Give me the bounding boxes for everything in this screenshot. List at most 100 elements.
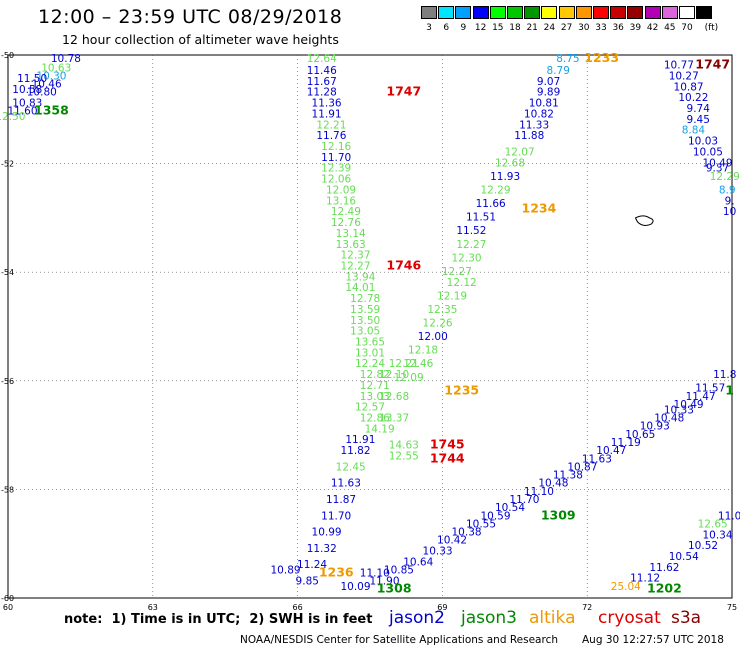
wave-height-reading: 12.06 [321, 174, 351, 186]
pass-time-label: 1308 [377, 581, 412, 596]
wave-height-reading: 12.30 [452, 252, 482, 264]
x-tick-label: 66 [293, 603, 303, 612]
pass-time-label: 1235 [444, 382, 479, 397]
wave-height-reading: 9.89 [537, 87, 560, 99]
pass-time-label: 1234 [522, 200, 557, 215]
legend-swatch-top [696, 6, 713, 19]
wave-height-reading: 12.09 [326, 184, 356, 196]
wave-height-reading: 10.82 [524, 108, 554, 120]
wave-height-reading: 11.47 [686, 391, 716, 403]
satellite-jason2: jason2 [389, 608, 445, 628]
legend-label: 21 [526, 23, 538, 33]
wave-height-reading: 11.51 [466, 212, 496, 224]
wave-height-reading: 12.82 [360, 369, 390, 381]
footer-note: note: 1) Time is in UTC; 2) SWH is in fe… [64, 612, 373, 627]
wave-height-reading: 12.68 [495, 157, 525, 169]
pass-time-label: 1233 [584, 50, 619, 65]
x-tick-label: 72 [582, 603, 592, 612]
x-tick-label: 60 [3, 603, 13, 612]
legend-swatch-70 [679, 6, 695, 19]
wave-height-reading: 9.07 [537, 76, 560, 88]
legend-label: 39 [629, 23, 642, 33]
legend-swatch-39 [627, 6, 644, 19]
wave-height-reading: 13.50 [350, 315, 380, 327]
wave-height-reading: 12.68 [379, 391, 409, 403]
wave-height-reading: 12.07 [505, 146, 535, 158]
wave-height-reading: 11.63 [331, 478, 361, 490]
wave-height-reading: 11.87 [326, 494, 356, 506]
wave-height-reading: 10.33 [664, 404, 694, 416]
wave-height-reading: 10.48 [654, 413, 684, 425]
y-tick-label: -54 [1, 268, 14, 277]
wave-height-reading: 11.91 [345, 434, 375, 446]
wave-height-reading: 9.37 [706, 163, 729, 175]
wave-height-reading: 10.22 [678, 92, 708, 104]
legend-label: 3 [426, 23, 432, 33]
wave-height-reading: 10.54 [669, 551, 699, 563]
wave-height-reading: 10.38 [452, 527, 482, 539]
wave-height-reading: 10.59 [480, 510, 510, 522]
legend-swatch-27 [558, 6, 575, 19]
wave-height-reading: 12.24 [355, 358, 385, 370]
wave-height-reading: 10.33 [423, 546, 453, 558]
legend-label: 27 [560, 23, 573, 33]
wave-height-reading: 12.45 [336, 461, 366, 473]
satellite-jason3: jason3 [461, 608, 517, 628]
legend-swatch-15 [489, 6, 506, 19]
wave-height-reading: 10.99 [312, 527, 342, 539]
wave-height-reading: 10.48 [538, 478, 568, 490]
wave-height-reading: 12.26 [423, 318, 453, 330]
pass-time-label: 1747 [695, 57, 730, 72]
credit-text: NOAA/NESDIS Center for Satellite Applica… [240, 634, 558, 646]
pass-time-label: 1 [725, 382, 734, 397]
wave-height-reading: 11.24 [297, 559, 327, 571]
wave-height-reading: 12.21 [389, 358, 419, 370]
island-outline [634, 215, 654, 226]
wave-height-reading: 11.50 [17, 73, 47, 85]
x-tick-label: 75 [727, 603, 737, 612]
wave-height-reading: 12.37 [340, 250, 370, 262]
wave-height-reading: 13.03 [360, 391, 390, 403]
wave-height-reading: 11.93 [490, 171, 520, 183]
x-tick-label: 63 [148, 603, 158, 612]
wave-height-reading: 12.57 [355, 402, 385, 414]
wave-height-reading: 12.19 [437, 290, 467, 302]
wave-height-reading: 11.82 [340, 445, 370, 457]
legend-label: 42 [646, 23, 659, 33]
wave-height-reading: 12.49 [331, 206, 361, 218]
legend-label: 30 [578, 23, 590, 33]
wave-height-reading: 13.65 [355, 337, 385, 349]
wave-height-reading: 8.9 [719, 184, 736, 196]
wave-height-reading: 10.05 [693, 146, 723, 158]
wave-height-reading: 13.59 [350, 304, 380, 316]
wave-height-reading: 11.52 [456, 225, 486, 237]
wave-height-reading: 12.27 [340, 260, 370, 272]
wave-height-reading: 12.09 [394, 372, 424, 384]
wave-height-reading: 12.64 [307, 53, 337, 65]
legend-swatch-3 [421, 6, 437, 19]
wave-height-reading: 10.85 [384, 565, 414, 577]
wave-height-reading: 11.36 [312, 98, 342, 110]
y-tick-label: -50 [1, 51, 14, 60]
y-tick-label: -60 [1, 594, 14, 603]
wave-height-reading: 14.63 [389, 440, 419, 452]
wave-height-reading: 10.49 [702, 157, 732, 169]
map-subtitle: 12 hour collection of altimeter wave hei… [62, 32, 339, 47]
wave-height-reading: 11.12 [630, 573, 660, 585]
legend-unit: (ft) [704, 23, 719, 33]
wave-height-reading: 10.03 [688, 136, 718, 148]
legend-label: 70 [681, 23, 693, 33]
legend-swatch-12 [472, 6, 489, 19]
wave-height-reading: 12.35 [427, 304, 457, 316]
wave-height-reading: 12.00 [418, 331, 448, 343]
wave-height-reading: 10.58 [12, 84, 42, 96]
wave-height-reading: 10.42 [437, 535, 467, 547]
wave-height-reading: 9.45 [687, 114, 710, 126]
wave-height-reading: 13.16 [326, 195, 356, 207]
legend-label: 33 [595, 23, 607, 33]
wave-height-reading: 12.18 [408, 345, 438, 357]
legend-label: 36 [612, 23, 624, 33]
pass-time-label: 1309 [541, 507, 576, 522]
wave-height-reading: 12.76 [331, 217, 361, 229]
